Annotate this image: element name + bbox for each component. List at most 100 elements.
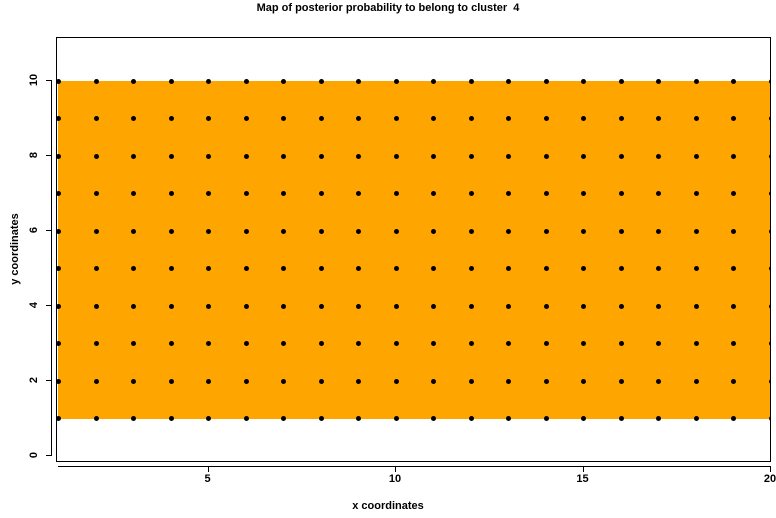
data-point [468,191,474,196]
data-point [693,153,699,159]
data-point [318,228,324,234]
data-point [506,303,511,309]
data-point [168,191,174,196]
data-point [468,378,474,384]
data-point [506,78,511,84]
data-point [131,416,136,421]
data-point [206,378,211,384]
data-point [356,378,361,384]
data-point [93,228,99,234]
data-point [57,303,61,309]
data-point [693,266,699,271]
data-point [206,266,211,271]
data-point [206,303,211,309]
data-point [131,116,136,121]
y-axis-tick [46,380,52,381]
data-point [131,228,136,234]
data-point [93,266,99,271]
data-point [543,378,549,384]
data-point [93,303,99,309]
data-point [581,228,586,234]
data-point [618,228,624,234]
data-point [768,303,770,309]
data-point [543,153,549,159]
x-axis-line [57,466,770,467]
data-point [281,341,286,346]
data-point [243,116,249,121]
data-point [431,116,436,121]
data-point [93,341,99,346]
y-axis-tick-label: 10 [28,73,40,87]
data-point [393,303,399,309]
data-point [468,153,474,159]
data-point [543,303,549,309]
plot-area [56,37,771,462]
data-point [506,191,511,196]
data-point [356,341,361,346]
y-axis-tick-label: 8 [28,151,40,159]
data-point [168,416,174,421]
data-point [543,116,549,121]
data-point [281,228,286,234]
data-point [693,341,699,346]
data-point [57,116,61,121]
data-point [431,228,436,234]
data-point [618,266,624,271]
data-point [731,153,736,159]
data-point [431,341,436,346]
data-point [206,191,211,196]
data-point [731,378,736,384]
data-point [356,78,361,84]
data-point [618,416,624,421]
data-point [656,266,661,271]
data-point [543,78,549,84]
data-point [318,153,324,159]
page-title: Map of posterior probability to belong t… [256,2,520,14]
data-point [693,78,699,84]
data-point [356,191,361,196]
data-point [131,341,136,346]
data-point [206,416,211,421]
x-axis-tick-label: 15 [576,473,589,485]
data-point [693,228,699,234]
data-point [731,78,736,84]
data-point [243,228,249,234]
y-axis-tick-label: 4 [28,301,40,309]
data-point [768,191,770,196]
x-axis-tick-label: 5 [204,473,211,485]
y-axis-tick-label: 2 [28,376,40,384]
data-point [57,341,61,346]
data-point [281,266,286,271]
data-point [506,341,511,346]
data-point [356,416,361,421]
data-point [281,116,286,121]
x-axis-tick [207,466,209,472]
data-point [393,191,399,196]
data-point [206,153,211,159]
data-point [768,228,770,234]
data-point [431,416,436,421]
data-point [543,228,549,234]
data-point [506,153,511,159]
data-point [318,416,324,421]
data-point [506,228,511,234]
data-point [281,303,286,309]
data-point [431,266,436,271]
data-point [468,416,474,421]
data-point [656,416,661,421]
data-point [318,266,324,271]
data-point [57,191,61,196]
data-point [506,378,511,384]
y-axis-tick [46,305,52,306]
x-axis-tick [395,466,396,472]
data-point [656,191,661,196]
data-point [168,266,174,271]
data-point [581,153,586,159]
data-point [243,153,249,159]
data-point [206,341,211,346]
data-point [168,78,174,84]
data-point [431,78,436,84]
data-point [656,153,661,159]
x-axis-tick [770,466,771,472]
x-axis-tick-label: 20 [763,473,776,485]
